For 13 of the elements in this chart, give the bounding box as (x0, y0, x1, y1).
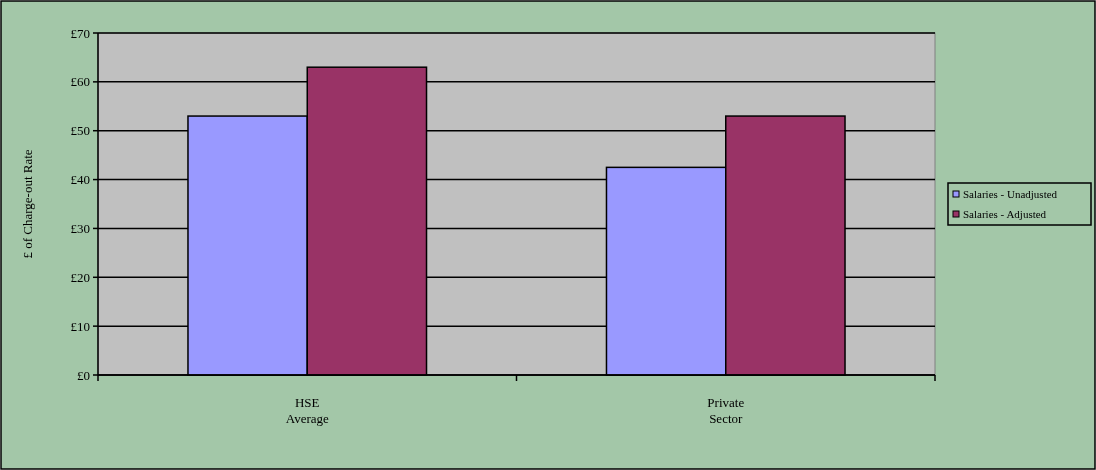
legend-label: Salaries - Unadjusted (963, 187, 1058, 200)
y-tick-label: £20 (70, 269, 90, 285)
y-tick-label: £50 (70, 123, 90, 139)
y-axis-title: £ of Charge-out Rate (20, 149, 35, 259)
x-tick-label: Private Sector (707, 395, 745, 426)
y-tick-label: £60 (70, 74, 90, 90)
y-tick-label: £0 (77, 367, 90, 383)
legend-label: Salaries - Adjusted (963, 207, 1047, 220)
y-tick-label: £70 (70, 25, 90, 41)
x-tick-label: HSE Average (285, 395, 330, 426)
y-tick-label: £10 (70, 318, 90, 334)
y-tick-label: £40 (70, 172, 90, 188)
y-tick-label: £30 (70, 220, 90, 236)
